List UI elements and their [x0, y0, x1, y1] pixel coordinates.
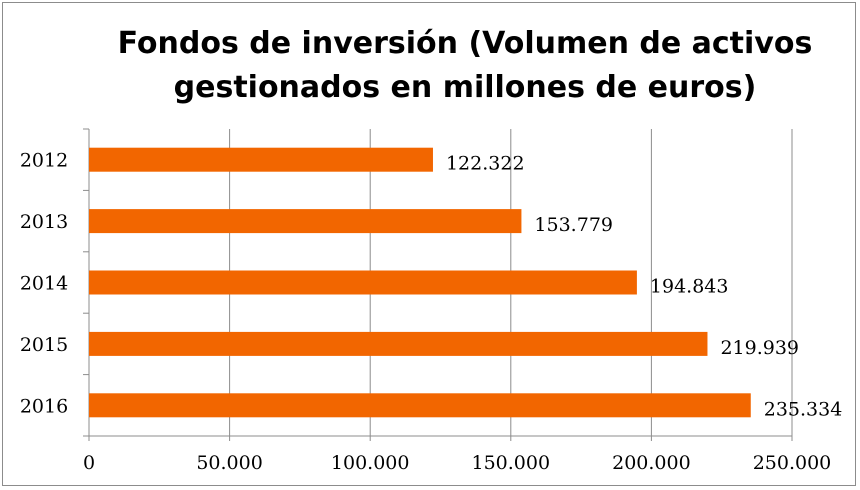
- category-label: 2016: [20, 395, 68, 417]
- data-label: 219.939: [720, 337, 799, 359]
- category-label: 2012: [20, 150, 68, 172]
- bar-2013: [89, 209, 522, 234]
- bars: [89, 147, 751, 418]
- x-tick-label: 200.000: [612, 452, 691, 474]
- bar-2016: [89, 393, 751, 418]
- bar-2012: [89, 147, 433, 172]
- chart-title: Fondos de inversión (Volumen de activos …: [117, 26, 813, 105]
- category-label: 2015: [20, 334, 68, 356]
- labels: 0 50.000 100.000 150.000 200.000 250.000 2012 1…: [20, 150, 843, 474]
- data-label: 235.334: [764, 398, 843, 420]
- data-label: 122.322: [446, 153, 525, 175]
- x-tick-label: 150.000: [472, 452, 551, 474]
- bar-2014: [89, 270, 637, 295]
- x-tick-label: 250.000: [753, 452, 832, 474]
- category-label: 2014: [20, 273, 68, 295]
- x-tick-label: 0: [83, 452, 95, 474]
- x-tick-label: 100.000: [331, 452, 410, 474]
- data-label: 153.779: [534, 214, 613, 236]
- bar-2015: [89, 331, 708, 356]
- category-label: 2013: [20, 211, 68, 233]
- data-label: 194.843: [650, 276, 729, 298]
- x-tick-label: 50.000: [196, 452, 262, 474]
